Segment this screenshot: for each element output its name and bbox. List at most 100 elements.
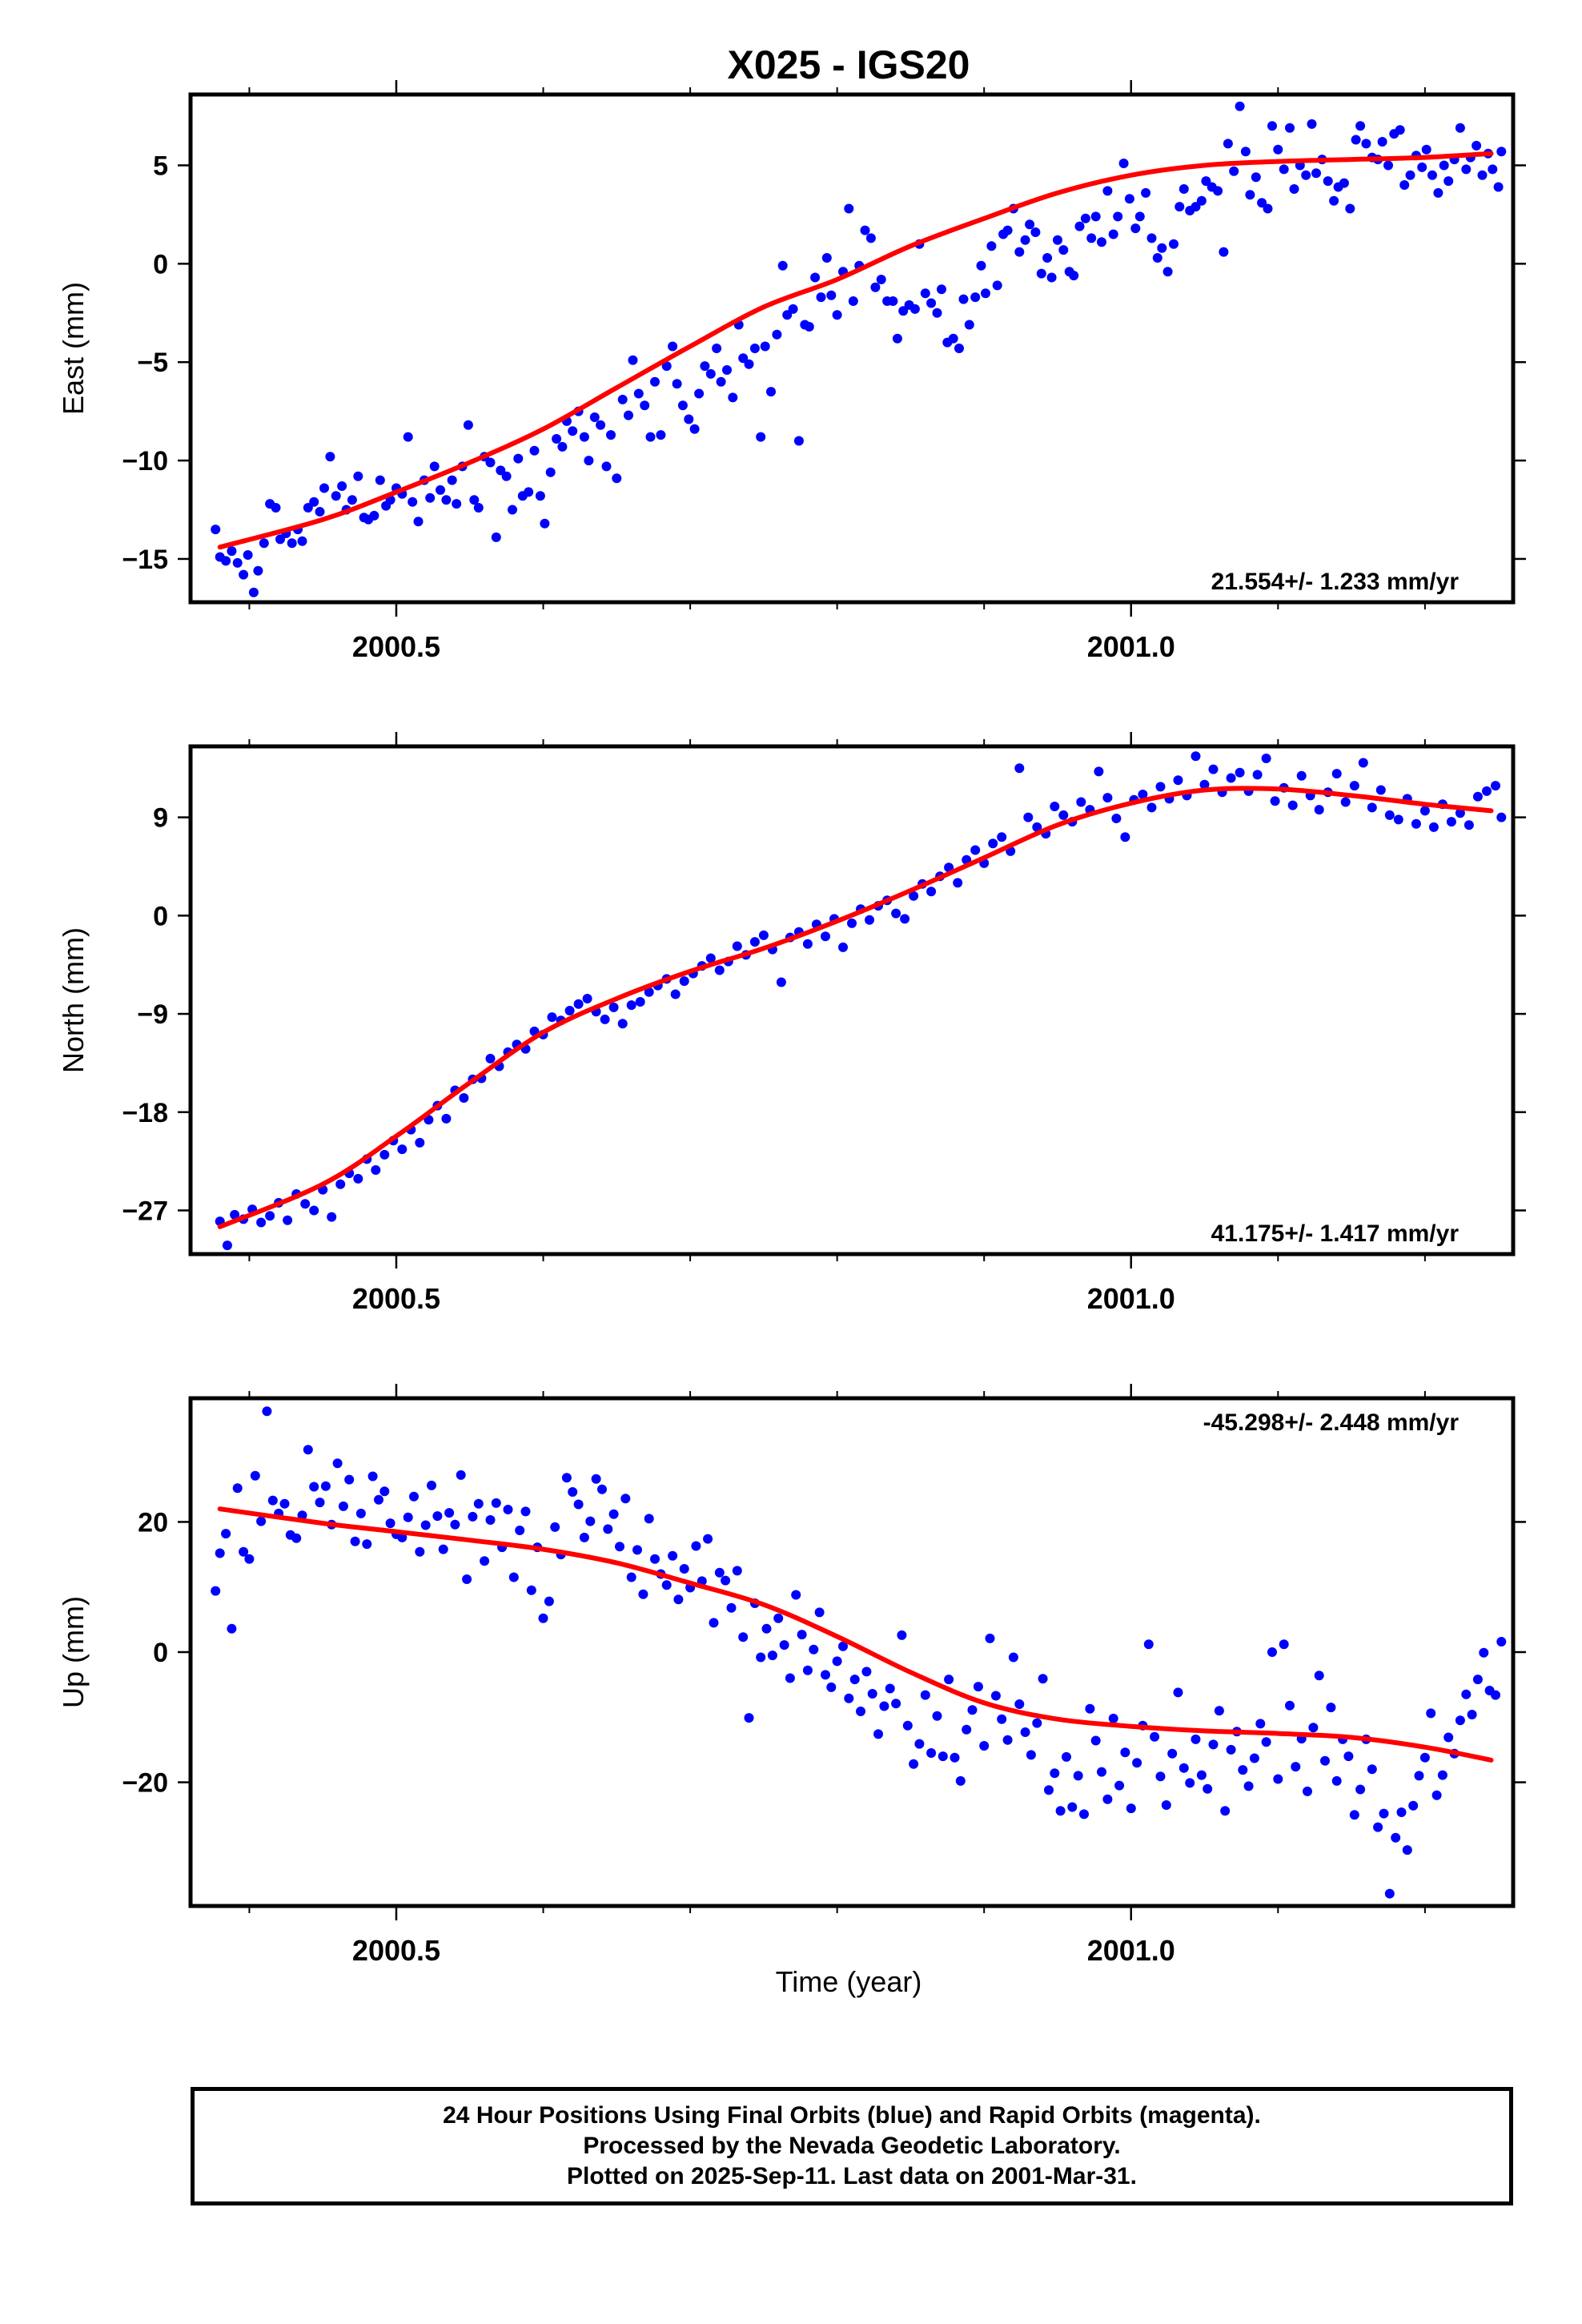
data-point — [644, 987, 654, 997]
data-point — [584, 456, 594, 466]
data-point — [767, 1651, 777, 1661]
data-point — [1120, 1747, 1130, 1758]
data-point — [632, 1545, 642, 1555]
data-point — [1443, 176, 1454, 187]
data-point — [679, 976, 689, 987]
data-point — [608, 1509, 619, 1519]
data-point — [832, 310, 842, 320]
data-point — [243, 550, 253, 560]
data-point — [985, 1633, 995, 1643]
data-point — [844, 203, 854, 214]
data-point — [1287, 800, 1298, 810]
data-point — [1285, 1700, 1295, 1711]
data-point — [992, 280, 1002, 291]
data-point — [538, 1613, 548, 1623]
data-point — [926, 298, 937, 308]
data-point — [967, 1705, 978, 1715]
data-point — [491, 532, 501, 542]
data-point — [909, 1759, 919, 1769]
data-point — [1373, 1822, 1383, 1832]
data-point — [1263, 203, 1273, 214]
data-point — [374, 1494, 383, 1505]
data-point — [1396, 1807, 1407, 1817]
data-point — [944, 1675, 954, 1685]
data-point — [1461, 1689, 1472, 1699]
data-point — [732, 941, 742, 951]
data-point — [564, 1006, 575, 1015]
data-point — [668, 341, 678, 352]
data-point — [1472, 140, 1482, 151]
data-point — [1428, 822, 1439, 832]
data-point — [1375, 785, 1386, 795]
data-point — [1076, 797, 1086, 807]
data-point — [232, 1483, 243, 1494]
data-point — [450, 1519, 460, 1530]
data-point — [303, 503, 313, 513]
footer-caption-box: 24 Hour Positions Using Final Orbits (bl… — [191, 2087, 1513, 2205]
data-point — [309, 1205, 319, 1216]
data-point — [1220, 1806, 1231, 1816]
data-point — [287, 538, 297, 549]
data-point — [320, 1481, 331, 1491]
data-point — [1058, 245, 1069, 255]
data-point — [335, 1179, 346, 1189]
data-point — [568, 1487, 578, 1497]
y-tick-label: 9 — [153, 803, 168, 834]
data-point — [844, 1693, 854, 1703]
data-point — [1249, 1753, 1259, 1763]
data-point — [721, 1575, 731, 1586]
data-point — [802, 1665, 813, 1675]
data-point — [1118, 159, 1129, 168]
data-point — [1108, 1713, 1118, 1723]
data-point — [1185, 1778, 1195, 1788]
data-point — [397, 1144, 408, 1155]
data-point — [714, 1567, 725, 1578]
data-point — [303, 1445, 313, 1455]
data-point — [867, 1689, 877, 1699]
data-point — [371, 1165, 381, 1175]
data-point — [814, 1607, 825, 1618]
y-tick-label: 20 — [138, 1507, 168, 1538]
data-point — [1199, 779, 1210, 790]
data-point — [1261, 1737, 1271, 1747]
data-point — [626, 1000, 636, 1011]
data-point — [1020, 235, 1030, 245]
data-point — [986, 241, 997, 251]
data-point — [300, 1199, 311, 1209]
data-point — [668, 1550, 678, 1561]
data-point — [802, 939, 813, 949]
data-point — [1411, 818, 1421, 829]
data-point — [1014, 247, 1025, 257]
data-point — [1339, 178, 1349, 188]
data-point — [635, 997, 645, 1007]
data-point — [1167, 1748, 1178, 1759]
y-tick-label: 5 — [153, 151, 168, 181]
data-point — [1038, 1674, 1048, 1684]
data-point — [1491, 781, 1500, 791]
data-point — [705, 953, 716, 963]
data-point — [962, 1724, 972, 1735]
data-point — [608, 1002, 619, 1012]
data-point — [900, 914, 910, 924]
data-point — [1267, 1647, 1277, 1657]
x-tick-label: 2000.5 — [352, 1934, 440, 1967]
data-point — [1138, 790, 1148, 799]
data-point — [644, 1514, 654, 1524]
data-point — [617, 1019, 628, 1029]
data-point — [1146, 233, 1157, 243]
data-point — [1053, 235, 1062, 245]
data-point — [793, 436, 804, 446]
data-point — [1079, 1809, 1089, 1819]
data-point — [227, 1623, 237, 1634]
data-point — [338, 1501, 348, 1511]
data-point — [211, 525, 221, 535]
data-point — [726, 1602, 737, 1613]
data-point — [626, 1572, 636, 1582]
data-point — [970, 845, 981, 855]
data-point — [550, 1522, 560, 1532]
data-point — [353, 1173, 363, 1184]
data-point — [415, 1137, 425, 1148]
data-point — [529, 445, 540, 456]
data-point — [1455, 123, 1465, 133]
data-point — [283, 1215, 293, 1225]
